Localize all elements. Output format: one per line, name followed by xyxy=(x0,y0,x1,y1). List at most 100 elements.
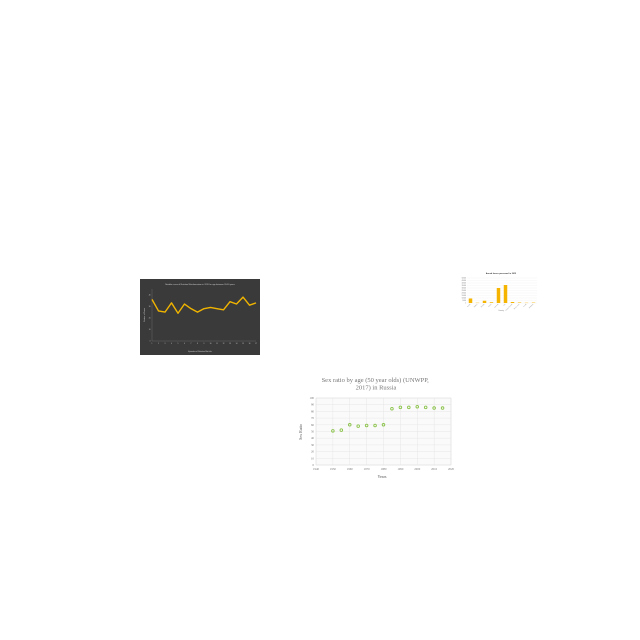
scatter-x-tick-label: 1990 xyxy=(397,467,404,471)
line-chart-x-tick-label: 11 xyxy=(216,343,218,345)
scatter-chart: Sex ratio by age (50 year olds) (UNWPP, … xyxy=(298,377,455,479)
bar-chart-xlabel: Country xyxy=(498,309,504,312)
bar-chart-x-tick-label: Kyrgyz Republic xyxy=(505,303,513,311)
bar-chart-x-tick-label: Tunisia xyxy=(523,303,528,308)
bar-chart-y-tick-label: 200000 xyxy=(462,293,467,295)
bar-chart-x-tick-label: Ghana xyxy=(488,303,492,307)
scatter-chart-xlabel: Years xyxy=(378,474,387,479)
line-chart-marks xyxy=(151,296,257,314)
scatter-point xyxy=(398,405,403,410)
bar-chart-x-tick-label: Indonesia xyxy=(494,303,500,309)
line-chart-background xyxy=(140,279,260,355)
bar-chart-bar xyxy=(482,300,487,303)
scatter-point xyxy=(432,406,436,410)
line-chart-x-tick-label: 7 xyxy=(191,343,192,345)
scatter-x-tick-label: 2020 xyxy=(448,467,455,471)
line-chart-x-tick-label: 9 xyxy=(204,343,205,345)
bar-chart-bar xyxy=(517,302,522,303)
bar-chart-y-tick-label: 100000 xyxy=(462,298,467,300)
bar-chart-x-tick-label: Belgium xyxy=(473,303,478,308)
bar-chart-bar xyxy=(489,302,494,303)
line-chart-x-tick-label: 13 xyxy=(229,343,231,345)
scatter-point xyxy=(390,406,394,411)
scatter-point xyxy=(440,406,445,410)
bar-chart-bar xyxy=(510,302,515,303)
line-chart-x-tick-label: 6 xyxy=(184,343,185,345)
scatter-x-tick-label: 1950 xyxy=(330,467,337,471)
line-chart-x-tick-label: 5 xyxy=(178,343,179,345)
bar-chart-bar xyxy=(496,288,501,303)
scatter-point xyxy=(356,424,360,428)
scatter-y-tick-label: 30 xyxy=(311,443,315,447)
scatter-title-line-1: Sex ratio by age (50 year olds) (UNWPP, xyxy=(322,377,430,384)
bar-chart-x-tick-label: Austria xyxy=(466,303,471,308)
line-chart-x-tick-label: 17 xyxy=(255,343,257,345)
bar-chart-y-tick-label: 400000 xyxy=(462,283,467,285)
bar-chart-bar xyxy=(503,285,508,303)
line-chart-x-tick-label: 1 xyxy=(152,343,153,345)
line-chart-x-tick-label: 3 xyxy=(165,343,166,345)
scatter-point xyxy=(348,423,352,427)
scatter-point xyxy=(415,404,419,409)
line-chart-x-tick-label: 8 xyxy=(197,343,198,345)
bar-chart-x-tick-label: Georgia xyxy=(481,303,486,308)
line-chart-x-tick-label: 10 xyxy=(210,343,212,345)
scatter-point xyxy=(339,428,344,432)
bar-chart-x-tick-label: Sierra Leone xyxy=(514,303,521,310)
line-chart-panel: Notable cases of Nutrition Misinformatio… xyxy=(140,279,260,355)
line-chart-x-tick-label: 4 xyxy=(171,343,172,345)
scatter-y-tick-label: 20 xyxy=(311,450,315,454)
line-chart-series-line xyxy=(151,296,257,314)
scatter-y-tick-label: 0 xyxy=(313,463,315,467)
scatter-y-tick-label: 100 xyxy=(310,396,315,400)
scatter-chart-marks xyxy=(331,404,445,433)
scatter-point xyxy=(423,405,428,410)
line-chart-x-tick-label: 16 xyxy=(249,343,251,345)
line-chart-xlabel: Episodes of Nutrition Mis-Info xyxy=(188,350,211,353)
bar-chart-title: Armed forces personnel in 2012 xyxy=(486,272,517,275)
scatter-y-tick-label: 40 xyxy=(311,436,315,440)
scatter-chart-grid xyxy=(315,397,452,466)
line-chart-y-tick-label: 0 xyxy=(150,341,151,343)
bar-chart-y-tick-label: 0 xyxy=(465,303,466,305)
line-chart-y-tick-label: 40 xyxy=(149,294,151,296)
bar-chart: Armed forces personnel in 2012 Country 0… xyxy=(462,272,537,312)
line-chart-x-tick-label: 2 xyxy=(158,343,159,345)
bar-chart-x-tick-label: Italy xyxy=(502,303,506,307)
scatter-y-tick-label: 70 xyxy=(311,416,315,420)
scatter-chart-title: Sex ratio by age (50 year olds) (UNWPP, … xyxy=(322,377,431,392)
bar-chart-bar xyxy=(468,298,473,303)
scatter-chart-ylabel: Sex Ratio xyxy=(298,424,303,440)
scatter-point xyxy=(364,423,369,428)
scatter-chart-panel: Sex ratio by age (50 year olds) (UNWPP, … xyxy=(296,374,456,480)
scatter-point xyxy=(407,405,411,410)
line-chart-x-tick-label: 15 xyxy=(242,343,244,345)
bar-chart-y-tick-label: 50000 xyxy=(462,300,466,302)
scatter-point xyxy=(331,429,335,433)
line-chart: Notable cases of Nutrition Misinformatio… xyxy=(140,279,260,355)
bar-chart-y-tick-label: 350000 xyxy=(462,285,467,287)
bar-chart-y-tick-label: 450000 xyxy=(462,280,467,282)
scatter-point xyxy=(373,423,377,428)
scatter-point xyxy=(381,423,386,427)
bar-chart-y-tick-label: 300000 xyxy=(462,288,467,290)
line-chart-title: Notable cases of Nutrition Misinformatio… xyxy=(165,283,235,286)
line-chart-ylabel: Number of Cases xyxy=(144,308,146,322)
line-chart-y-tick-label: 20 xyxy=(149,317,151,319)
scatter-x-tick-label: 1980 xyxy=(381,467,388,471)
scatter-y-tick-label: 60 xyxy=(311,423,315,427)
line-chart-x-tick-label: 12 xyxy=(223,343,225,345)
bar-chart-marks xyxy=(468,285,536,304)
bar-chart-y-tick-label: 150000 xyxy=(462,295,467,297)
bar-chart-x-tick-label: Zimbabwe xyxy=(529,303,535,309)
scatter-chart-ticks: 0 10 20 30 40 50 60 70 80 90 100 1940 1950 1960 1970 19… xyxy=(310,396,455,471)
scatter-x-tick-label: 1960 xyxy=(347,467,354,471)
line-chart-y-tick-label: 10 xyxy=(149,329,151,331)
line-chart-y-tick-label: 30 xyxy=(149,306,151,308)
bar-chart-y-tick-label: 500000 xyxy=(462,278,467,280)
bar-chart-y-tick-label: 250000 xyxy=(462,290,467,292)
scatter-x-tick-label: 2010 xyxy=(431,467,438,471)
scatter-y-tick-label: 80 xyxy=(311,409,315,413)
scatter-x-tick-label: 1970 xyxy=(364,467,371,471)
